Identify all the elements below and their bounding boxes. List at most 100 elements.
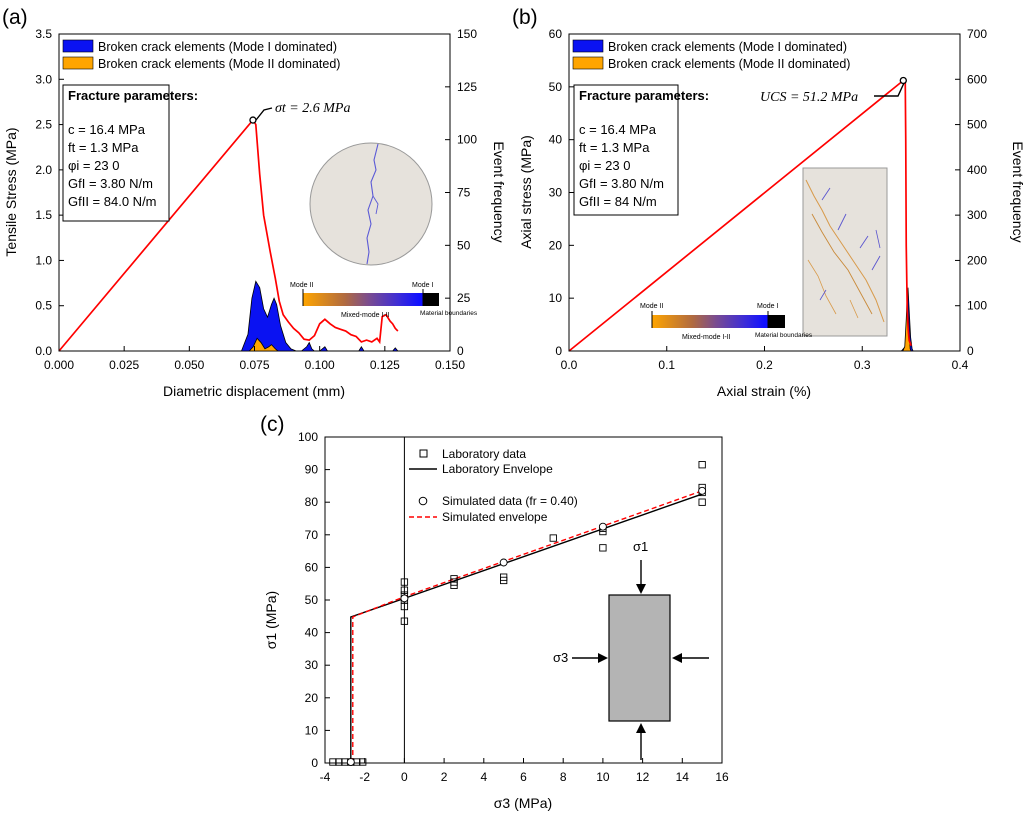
x-axis-title-b: Axial strain (%)	[717, 383, 811, 399]
x-tick-label-a: 0.150	[435, 358, 465, 372]
x-tick-label-c: 16	[715, 770, 729, 784]
specimen-block	[608, 594, 671, 722]
laboratory-data-point	[400, 617, 409, 625]
peak-leader-b	[874, 82, 905, 97]
x-tick-label-a: 0.125	[370, 358, 400, 372]
y-tick-label-b: 40	[549, 133, 563, 147]
y-tick-label-b: 50	[549, 80, 563, 94]
peak-leader-a	[255, 107, 273, 121]
legend-label-mode-ii-b: Broken crack elements (Mode II dominated…	[608, 57, 850, 71]
panel-a: (a) 0.000 0.025 0.050 0.075 0.100 0.125 0.1500…	[2, 6, 507, 399]
x-tick-label-b: 0.0	[561, 358, 578, 372]
x-tick-label-c: 12	[636, 770, 650, 784]
y-tick-label-b: 0	[555, 344, 562, 358]
simulated-data-point	[346, 758, 355, 766]
legend-marker-lab-data	[419, 449, 428, 458]
laboratory-data-point	[698, 461, 706, 469]
y-tick-label-c: 50	[305, 593, 319, 607]
laboratory-data-point	[359, 758, 367, 766]
mode-ii-event-area-a	[248, 337, 280, 352]
y2-tick-label-b: 700	[967, 27, 987, 41]
laboratory-data-point	[549, 534, 557, 542]
param-gf1-b: GfI = 3.80 N/m	[579, 176, 664, 191]
y2-tick-label-a: 0	[457, 344, 464, 358]
param-ft-a: ft = 1.3 MPa	[68, 140, 139, 155]
y-tick-label-a: 1.5	[35, 208, 52, 222]
x-tick-label-a: 0.100	[305, 358, 335, 372]
y2-tick-label-b: 600	[967, 72, 987, 86]
x-axis-title-a: Diametric displacement (mm)	[163, 383, 345, 399]
panel-b: (b) 0.0 0.1 0.2 0.3 0.4010203040506001002003…	[512, 6, 1024, 399]
y-tick-label-a: 3.0	[35, 72, 52, 86]
legend-swatch-mode-ii-b	[572, 56, 604, 70]
x-tick-label-c: 0	[401, 770, 408, 784]
simulated-data-point	[499, 558, 508, 567]
x-tick-label-c: 8	[560, 770, 567, 784]
y-axis-title-b: Axial stress (MPa)	[518, 135, 534, 249]
legend-label-mode-ii-a: Broken crack elements (Mode II dominated…	[98, 57, 340, 71]
panel-c: (c) -4 -2 0 2 4 6 8 10 12 14 16 0 10 20 30 40 50 60 70 80 90…	[260, 413, 729, 811]
y-tick-label-a: 1.0	[35, 253, 52, 267]
y2-tick-label-b: 400	[967, 163, 987, 177]
legend-marker-sim-data	[418, 496, 428, 506]
y-axis-title-a: Tensile Stress (MPa)	[3, 127, 19, 256]
peak-marker-a	[249, 116, 257, 124]
laboratory-data-point	[698, 498, 706, 506]
y2-tick-label-a: 50	[457, 238, 471, 252]
laboratory-data-point	[500, 573, 508, 581]
stress-curve-a	[58, 118, 399, 352]
y2-tick-label-b: 200	[967, 253, 987, 267]
colorbar-left-a: Mode II	[290, 282, 313, 289]
y-tick-label-b: 10	[549, 291, 563, 305]
colorbar-middle-a: Mixed-mode I-II	[341, 312, 390, 319]
x-tick-label-a: 0.025	[109, 358, 139, 372]
simulated-data-point	[400, 594, 409, 603]
laboratory-data-point	[450, 575, 458, 583]
disc-specimen-image	[309, 142, 433, 266]
simulated-envelope-line	[352, 490, 703, 763]
y2-tick-label-a: 150	[457, 27, 477, 41]
y2-tick-label-a: 75	[457, 186, 471, 200]
simulated-data-point	[698, 486, 707, 495]
colorbar-left-b: Mode II	[640, 303, 663, 310]
param-gf2-a: GfII = 84.0 N/m	[68, 194, 157, 209]
params-box-a	[62, 84, 170, 222]
y2-tick-label-b: 100	[967, 299, 987, 313]
y-tick-label-c: 70	[305, 528, 319, 542]
y2-tick-label-b: 0	[967, 344, 974, 358]
y2-axis-title-b: Event frequency	[1010, 141, 1024, 242]
legend-swatch-mode-i-a	[62, 39, 94, 53]
y2-tick-label-a: 100	[457, 133, 477, 147]
param-gf2-b: GfII = 84 N/m	[579, 194, 657, 209]
colorbar-b: Mode II Mode I Mixed-mode I-II Material …	[640, 303, 813, 341]
y-axis-title-c: σ1 (MPa)	[263, 591, 279, 649]
x-tick-label-c: 10	[596, 770, 610, 784]
panel-label-a: (a)	[2, 6, 28, 29]
sigma3-label: σ3	[553, 650, 568, 665]
legend-swatch-mode-ii-a	[62, 56, 94, 70]
x-tick-label-c: 14	[676, 770, 690, 784]
panel-label-b: (b)	[512, 6, 538, 29]
legend-label-sim-envelope: Simulated envelope	[442, 510, 548, 524]
legend-label-lab-envelope: Laboratory Envelope	[442, 462, 553, 476]
y-tick-label-b: 30	[549, 186, 563, 200]
ucs-specimen-image	[802, 167, 888, 337]
laboratory-data-point	[400, 586, 409, 594]
param-gf1-a: GfI = 3.80 N/m	[68, 176, 153, 191]
x-tick-label-b: 0.4	[952, 358, 969, 372]
y-tick-label-b: 60	[549, 27, 563, 41]
y-tick-label-c: 40	[305, 626, 319, 640]
y2-tick-label-b: 300	[967, 208, 987, 222]
x-axis-title-c: σ3 (MPa)	[494, 795, 552, 811]
y-tick-label-c: 80	[305, 495, 319, 509]
triaxial-loading-inset: σ1 σ3	[553, 539, 709, 760]
sigma1-label: σ1	[633, 539, 648, 554]
y-tick-label-c: 0	[311, 756, 318, 770]
colorbar-a: Mode II Mode I Mixed-mode I-II Material …	[290, 282, 478, 319]
x-tick-label-c: -4	[320, 770, 331, 784]
laboratory-data-point	[400, 578, 409, 586]
peak-annotation-a: σt = 2.6 MPa	[275, 101, 350, 116]
y-tick-label-c: 20	[305, 691, 319, 705]
legend-label-mode-i-b: Broken crack elements (Mode I dominated)	[608, 40, 847, 54]
colorbar-right-a: Mode I	[412, 282, 433, 289]
